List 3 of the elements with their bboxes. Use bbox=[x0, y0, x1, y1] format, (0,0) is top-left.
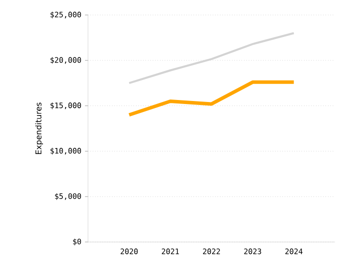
y-axis-title: Expenditures bbox=[35, 102, 43, 154]
line-series bbox=[128, 32, 295, 84]
line-series bbox=[127, 80, 296, 117]
